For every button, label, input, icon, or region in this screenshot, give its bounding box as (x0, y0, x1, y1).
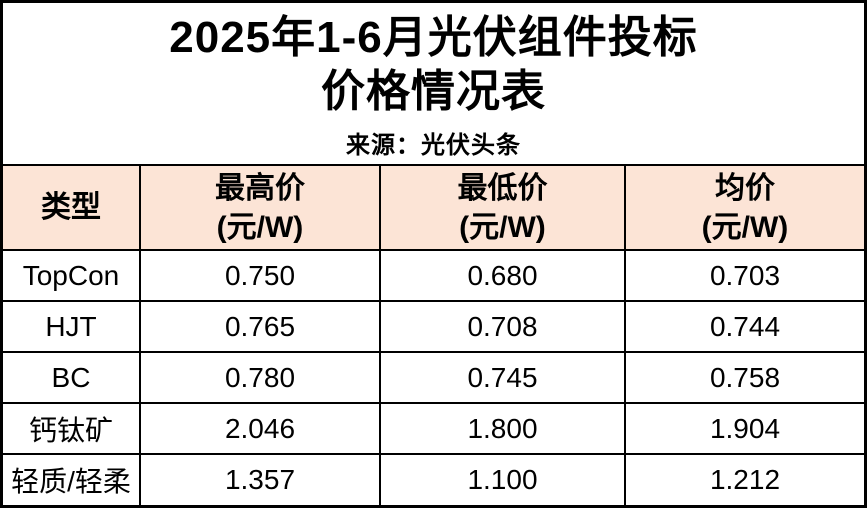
type-cell: 钙钛矿 (3, 402, 141, 455)
max-price-cell: 0.765 (139, 300, 381, 353)
min-price-cell: 0.708 (379, 300, 626, 353)
type-cell: BC (3, 351, 141, 404)
max-price-cell: 0.780 (139, 351, 381, 404)
min-price-cell: 1.800 (379, 402, 626, 455)
column-header-type: 类型 (3, 164, 141, 251)
table-row: 轻质/轻柔 1.357 1.100 1.212 (3, 453, 864, 505)
table-header-row: 类型 最高价 (元/W) 最低价 (元/W) 均价 (元/W) (3, 164, 864, 251)
page-title-line-1: 2025年1-6月光伏组件投标 (169, 13, 698, 62)
table-row: BC 0.780 0.745 0.758 (3, 351, 864, 404)
type-cell: TopCon (3, 249, 141, 302)
column-header-label: 均价 (715, 171, 775, 205)
table-row: TopCon 0.750 0.680 0.703 (3, 249, 864, 302)
max-price-cell: 1.357 (139, 453, 381, 505)
column-header-max-price: 最高价 (元/W) (139, 164, 381, 251)
column-header-unit: (元/W) (459, 210, 546, 244)
avg-price-cell: 0.758 (624, 351, 864, 404)
avg-price-cell: 0.744 (624, 300, 864, 353)
table-row: HJT 0.765 0.708 0.744 (3, 300, 864, 353)
page-title-line-2: 价格情况表 (321, 67, 546, 116)
price-table: 类型 最高价 (元/W) 最低价 (元/W) 均价 (元/W) TopCon 0.75… (3, 164, 864, 505)
type-cell: HJT (3, 300, 141, 353)
source-text: 来源：光伏头条 (346, 132, 521, 159)
min-price-cell: 1.100 (379, 453, 626, 505)
table-row: 钙钛矿 2.046 1.800 1.904 (3, 402, 864, 455)
avg-price-cell: 0.703 (624, 249, 864, 302)
type-cell: 轻质/轻柔 (3, 453, 141, 505)
max-price-cell: 2.046 (139, 402, 381, 455)
column-header-label: 最高价 (215, 171, 305, 205)
max-price-cell: 0.750 (139, 249, 381, 302)
column-header-avg-price: 均价 (元/W) (624, 164, 864, 251)
column-header-unit: (元/W) (216, 210, 304, 244)
column-header-min-price: 最低价 (元/W) (379, 164, 626, 251)
column-header-unit: (元/W) (701, 210, 789, 244)
min-price-cell: 0.680 (379, 249, 626, 302)
column-header-label: 最低价 (457, 171, 548, 205)
avg-price-cell: 1.212 (624, 453, 864, 505)
title-area: 2025年1-6月光伏组件投标 价格情况表 来源：光伏头条 (3, 3, 864, 164)
min-price-cell: 0.745 (379, 351, 626, 404)
column-header-label: 类型 (41, 191, 101, 224)
avg-price-cell: 1.904 (624, 402, 864, 455)
